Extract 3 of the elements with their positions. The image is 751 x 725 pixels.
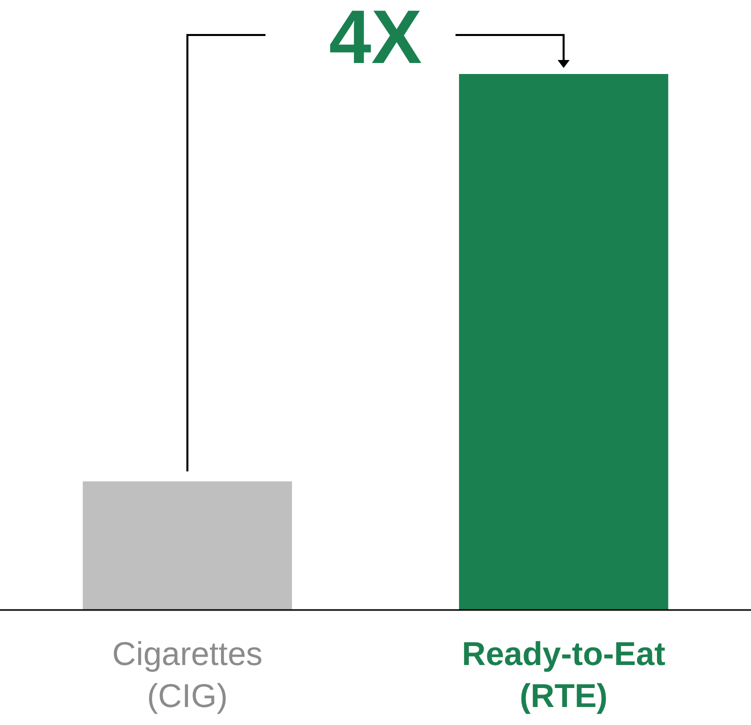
- annotation: 4X: [329, 0, 422, 80]
- x-tick-label: Cigarettes (CIG): [112, 635, 263, 714]
- x-tick-label: Ready-to-Eat (RTE): [462, 635, 666, 714]
